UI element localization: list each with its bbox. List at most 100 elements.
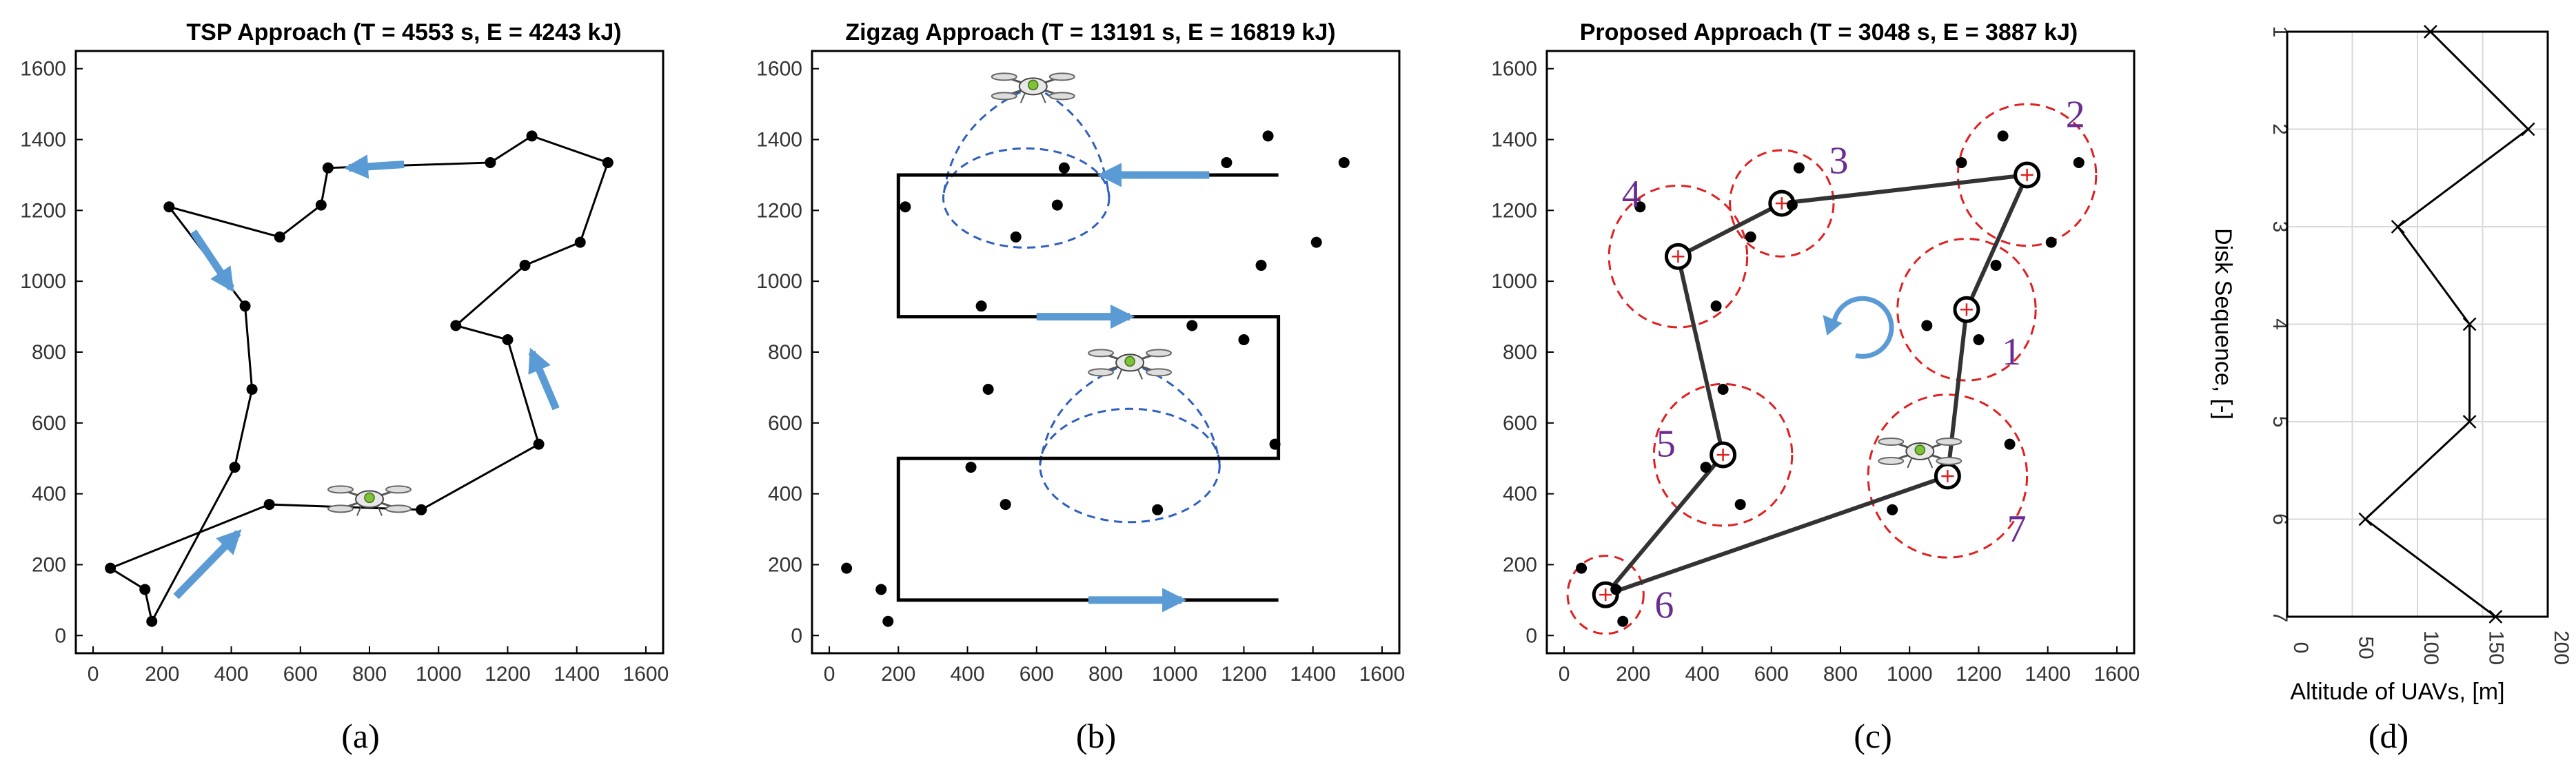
c-rotation-arc [1831, 296, 1894, 359]
a-ytick-label: 400 [32, 483, 66, 506]
b-xtick-label: 600 [1020, 663, 1054, 686]
c-sensor-point [1734, 499, 1746, 511]
panel-c-proposed: Proposed Approach (T = 3048 s, E = 3887 … [1491, 19, 2140, 755]
c-xtick-label: 0 [1559, 663, 1570, 686]
drone-rotor [1048, 92, 1075, 101]
c-coverage-disk [1896, 237, 2037, 382]
b-ytick-label: 1000 [756, 270, 802, 293]
panel-d-plot [2358, 25, 2535, 624]
panel-b-title: Zigzag Approach (T = 13191 s, E = 16819 … [845, 19, 1335, 45]
a-sensor-point [263, 499, 275, 511]
a-sensor-point [450, 320, 462, 331]
c-sensor-point [1793, 162, 1805, 174]
a-ytick-label: 1400 [20, 129, 66, 152]
b-sensor-point [982, 383, 994, 395]
b-coverage-ellipse [1039, 407, 1221, 524]
c-ytick-label: 800 [1503, 341, 1537, 364]
c-sensor-point [1973, 334, 1985, 346]
drone-leg [377, 505, 383, 516]
b-ytick-label: 600 [768, 412, 802, 435]
a-sensor-point [274, 231, 285, 243]
b-xtick-label: 1000 [1152, 663, 1198, 686]
c-sensor-point [1745, 231, 1756, 243]
c-sensor-point [1997, 130, 2009, 142]
panel-b-caption: (b) [1076, 717, 1116, 755]
c-ytick-label: 1600 [1491, 58, 1537, 81]
drone-leg [1927, 458, 1934, 469]
b-sensor-point [875, 584, 887, 595]
a-sensor-point [315, 199, 327, 211]
a-xtick-label: 600 [283, 663, 318, 686]
c-sensor-point [2073, 156, 2085, 168]
b-ytick-label: 0 [791, 624, 802, 647]
drone-leg [1137, 369, 1144, 380]
c-ytick-label: 400 [1503, 483, 1537, 506]
c-coverage-disk [1608, 184, 1749, 329]
c-sensor-point [1956, 156, 1967, 168]
b-sensor-point [1058, 162, 1070, 174]
drone-rotor [1048, 72, 1075, 81]
panel-a-ticks: 0 200 400 600 800 1000 1200 1400 1600 0 200 400 600 8… [20, 58, 669, 686]
b-ytick-label: 400 [768, 483, 802, 506]
panel-c-title: Proposed Approach (T = 3048 s, E = 3887 … [1580, 19, 2078, 45]
b-xtick-label: 1400 [1290, 663, 1336, 686]
drone-rotor [1936, 437, 1963, 446]
d-ytick-label: 5 [2269, 416, 2291, 428]
d-xtick-label: 200 [2550, 630, 2573, 665]
c-sensor-point [1990, 260, 2002, 271]
c-disk-number-label: 5 [1656, 423, 1676, 466]
c-xtick-label: 1400 [2025, 663, 2071, 686]
a-sensor-point [163, 201, 175, 213]
d-xtick-label: 150 [2485, 630, 2508, 665]
c-coverage-disk [1652, 382, 1794, 527]
panel-a-plot [105, 130, 613, 627]
c-sensor-point [1921, 320, 1933, 331]
c-xtick-label: 1200 [1956, 663, 2002, 686]
b-zigzag-path [896, 173, 1281, 602]
c-sensor-point [1887, 504, 1898, 515]
panel-d-ylabel: Disk Sequence, [-] [2210, 228, 2236, 420]
b-sensor-point [1262, 130, 1274, 142]
c-sensor-point [2045, 236, 2057, 248]
b-sensor-point [1238, 334, 1250, 346]
b-ytick-label: 200 [768, 553, 802, 576]
a-sensor-point [502, 334, 514, 346]
drone-rotor [991, 72, 1017, 81]
a-xtick-label: 400 [214, 663, 248, 686]
a-xtick-label: 200 [145, 663, 179, 686]
drone-rotor [1936, 456, 1963, 465]
b-sensor-point [1255, 260, 1267, 271]
c-disk-number-label: 1 [2002, 331, 2021, 373]
c-xtick-label: 800 [1823, 663, 1858, 686]
d-ytick-label: 7 [2269, 611, 2291, 623]
c-sensor-point [1786, 199, 1798, 211]
a-ytick-label: 1200 [20, 199, 66, 222]
a-xtick-label: 0 [88, 663, 99, 686]
a-sensor-point [485, 156, 496, 168]
a-sensor-point [246, 383, 258, 395]
b-coverage-edge [1129, 362, 1221, 466]
c-sensor-point [1610, 584, 1622, 595]
d-altitude-marker [2391, 220, 2405, 234]
panel-d-altitude: (d) 0 50 100 150 200 1 2 3 4 5 6 7 Altitude of UAVs… [2210, 25, 2573, 755]
b-sensor-point [1000, 499, 1011, 511]
b-sensor-point [1221, 156, 1233, 168]
d-altitude-marker [2462, 317, 2477, 331]
b-ytick-label: 1600 [756, 58, 802, 81]
panel-b-plot [841, 72, 1350, 627]
b-ytick-label: 1200 [756, 199, 802, 222]
a-ytick-label: 800 [32, 341, 66, 364]
c-ytick-label: 200 [1503, 553, 1537, 576]
b-ytick-label: 1400 [756, 129, 802, 152]
drone-rotor [385, 504, 412, 513]
c-ytick-label: 1000 [1491, 270, 1537, 293]
b-xtick-label: 0 [824, 663, 835, 686]
a-sensor-point [322, 162, 334, 174]
drone-rotor [385, 485, 412, 494]
a-xtick-label: 1400 [554, 663, 600, 686]
b-xtick-label: 400 [950, 663, 984, 686]
a-direction-arrow [343, 154, 405, 179]
c-disk-number-label: 6 [1654, 584, 1674, 627]
drone-leg [356, 505, 362, 516]
